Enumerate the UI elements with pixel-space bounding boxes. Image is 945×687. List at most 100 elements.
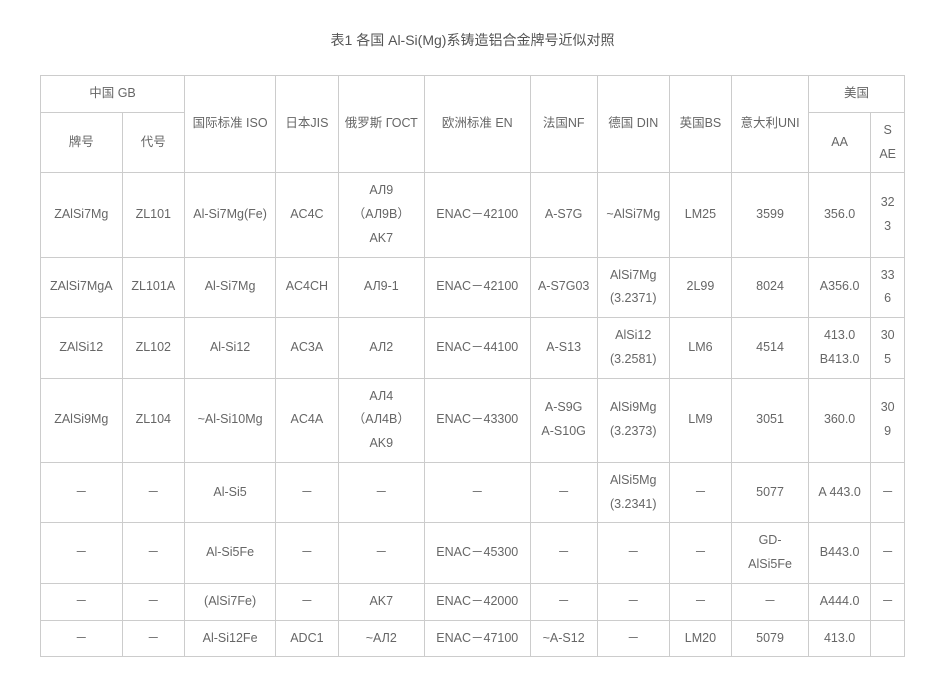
table-cell: A-S9G A-S10G	[530, 378, 597, 462]
table-cell: －	[122, 583, 184, 620]
table-cell: ZL101	[122, 173, 184, 257]
table-cell: 356.0	[808, 173, 870, 257]
table-cell: －	[597, 620, 669, 657]
table-cell: ENAC－42000	[424, 583, 530, 620]
table-cell: АЛ9-1	[338, 257, 424, 318]
table-cell: ADC1	[276, 620, 338, 657]
table-row: ZAlSi12ZL102Al-Si12AC3AАЛ2ENAC－44100A-S1…	[41, 318, 905, 379]
table-row: －－Al-Si5Fe－－ENAC－45300－－－GD- AlSi5FeB443…	[41, 523, 905, 584]
table-row: －－Al-Si5－－－－AlSi5Mg (3.2341)－5077A 443.0…	[41, 462, 905, 523]
header-row-1: 中国 GB 国际标准 ISO 日本JIS 俄罗斯 ГОСТ 欧洲标准 EN 法国…	[41, 76, 905, 113]
table-row: ZAlSi9MgZL104~Al-Si10MgAC4AАЛ4 （АЛ4В） AK…	[41, 378, 905, 462]
table-cell: Al-Si12Fe	[184, 620, 275, 657]
table-cell: 360.0	[808, 378, 870, 462]
table-cell: ENAC－47100	[424, 620, 530, 657]
col-usa-sub2: S AE	[871, 112, 905, 173]
table-cell: Al-Si5Fe	[184, 523, 275, 584]
table-cell: 413.0	[808, 620, 870, 657]
table-cell: AlSi9Mg (3.2373)	[597, 378, 669, 462]
table-cell: 33 6	[871, 257, 905, 318]
table-cell: ZL104	[122, 378, 184, 462]
table-cell: GD- AlSi5Fe	[732, 523, 809, 584]
col-usa-sub1: AA	[808, 112, 870, 173]
table-title: 表1 各国 Al-Si(Mg)系铸造铝合金牌号近似对照	[40, 30, 905, 50]
table-cell: АЛ2	[338, 318, 424, 379]
table-cell: AlSi5Mg (3.2341)	[597, 462, 669, 523]
table-cell: ~Al-Si10Mg	[184, 378, 275, 462]
table-cell: Al-Si7Mg(Fe)	[184, 173, 275, 257]
table-cell: AK7	[338, 583, 424, 620]
table-cell: ~АЛ2	[338, 620, 424, 657]
table-cell: ~A-S12	[530, 620, 597, 657]
table-cell: АЛ4 （АЛ4В） AK9	[338, 378, 424, 462]
table-cell: Al-Si5	[184, 462, 275, 523]
table-cell: 3051	[732, 378, 809, 462]
table-cell	[871, 620, 905, 657]
col-china-gb-sub2: 代号	[122, 112, 184, 173]
table-cell: ENAC－42100	[424, 257, 530, 318]
table-cell: 8024	[732, 257, 809, 318]
table-cell: －	[41, 462, 123, 523]
table-cell: AC4CH	[276, 257, 338, 318]
table-cell: －	[41, 620, 123, 657]
table-cell: ENAC－42100	[424, 173, 530, 257]
table-cell: AC4A	[276, 378, 338, 462]
table-cell: －	[122, 620, 184, 657]
table-cell: A444.0	[808, 583, 870, 620]
table-cell: ENAC－43300	[424, 378, 530, 462]
table-cell: 2L99	[669, 257, 731, 318]
col-uni: 意大利UNI	[732, 76, 809, 173]
table-cell: AlSi12 (3.2581)	[597, 318, 669, 379]
table-cell: －	[276, 583, 338, 620]
table-cell: AC3A	[276, 318, 338, 379]
col-usa: 美国	[808, 76, 904, 113]
table-cell: －	[530, 583, 597, 620]
table-cell: B443.0	[808, 523, 870, 584]
table-cell: －	[530, 523, 597, 584]
col-bs: 英国BS	[669, 76, 731, 173]
table-row: －－Al-Si12FeADC1~АЛ2ENAC－47100~A-S12－LM20…	[41, 620, 905, 657]
table-cell: ~AlSi7Mg	[597, 173, 669, 257]
table-cell: ZAlSi12	[41, 318, 123, 379]
table-cell: ZAlSi9Mg	[41, 378, 123, 462]
table-cell: LM20	[669, 620, 731, 657]
table-cell: －	[669, 523, 731, 584]
alloy-comparison-table: 中国 GB 国际标准 ISO 日本JIS 俄罗斯 ГОСТ 欧洲标准 EN 法国…	[40, 75, 905, 657]
table-row: ZAlSi7MgAZL101AAl-Si7MgAC4CHАЛ9-1ENAC－42…	[41, 257, 905, 318]
table-cell: －	[669, 583, 731, 620]
table-cell: LM25	[669, 173, 731, 257]
table-cell: －	[597, 583, 669, 620]
table-cell: Al-Si7Mg	[184, 257, 275, 318]
table-cell: －	[122, 462, 184, 523]
col-en: 欧洲标准 EN	[424, 76, 530, 173]
table-cell: －	[669, 462, 731, 523]
table-cell: LM6	[669, 318, 731, 379]
col-jis: 日本JIS	[276, 76, 338, 173]
table-cell: －	[732, 583, 809, 620]
table-cell: －	[871, 583, 905, 620]
table-cell: ZL101A	[122, 257, 184, 318]
table-cell: ZAlSi7Mg	[41, 173, 123, 257]
table-cell: －	[276, 462, 338, 523]
col-china-gb-sub1: 牌号	[41, 112, 123, 173]
table-cell: －	[338, 462, 424, 523]
table-cell: －	[871, 523, 905, 584]
table-cell: －	[338, 523, 424, 584]
table-cell: ZL102	[122, 318, 184, 379]
col-nf: 法国NF	[530, 76, 597, 173]
table-cell: АЛ9 （АЛ9В） AK7	[338, 173, 424, 257]
table-cell: －	[122, 523, 184, 584]
table-cell: 32 3	[871, 173, 905, 257]
table-cell: 4514	[732, 318, 809, 379]
table-cell: －	[41, 523, 123, 584]
table-cell: (AlSi7Fe)	[184, 583, 275, 620]
table-cell: A-S7G03	[530, 257, 597, 318]
table-cell: 30 9	[871, 378, 905, 462]
table-cell: A-S7G	[530, 173, 597, 257]
table-cell: －	[424, 462, 530, 523]
table-cell: 30 5	[871, 318, 905, 379]
table-cell: －	[530, 462, 597, 523]
col-china-gb: 中国 GB	[41, 76, 185, 113]
col-din: 德国 DIN	[597, 76, 669, 173]
table-cell: 5079	[732, 620, 809, 657]
